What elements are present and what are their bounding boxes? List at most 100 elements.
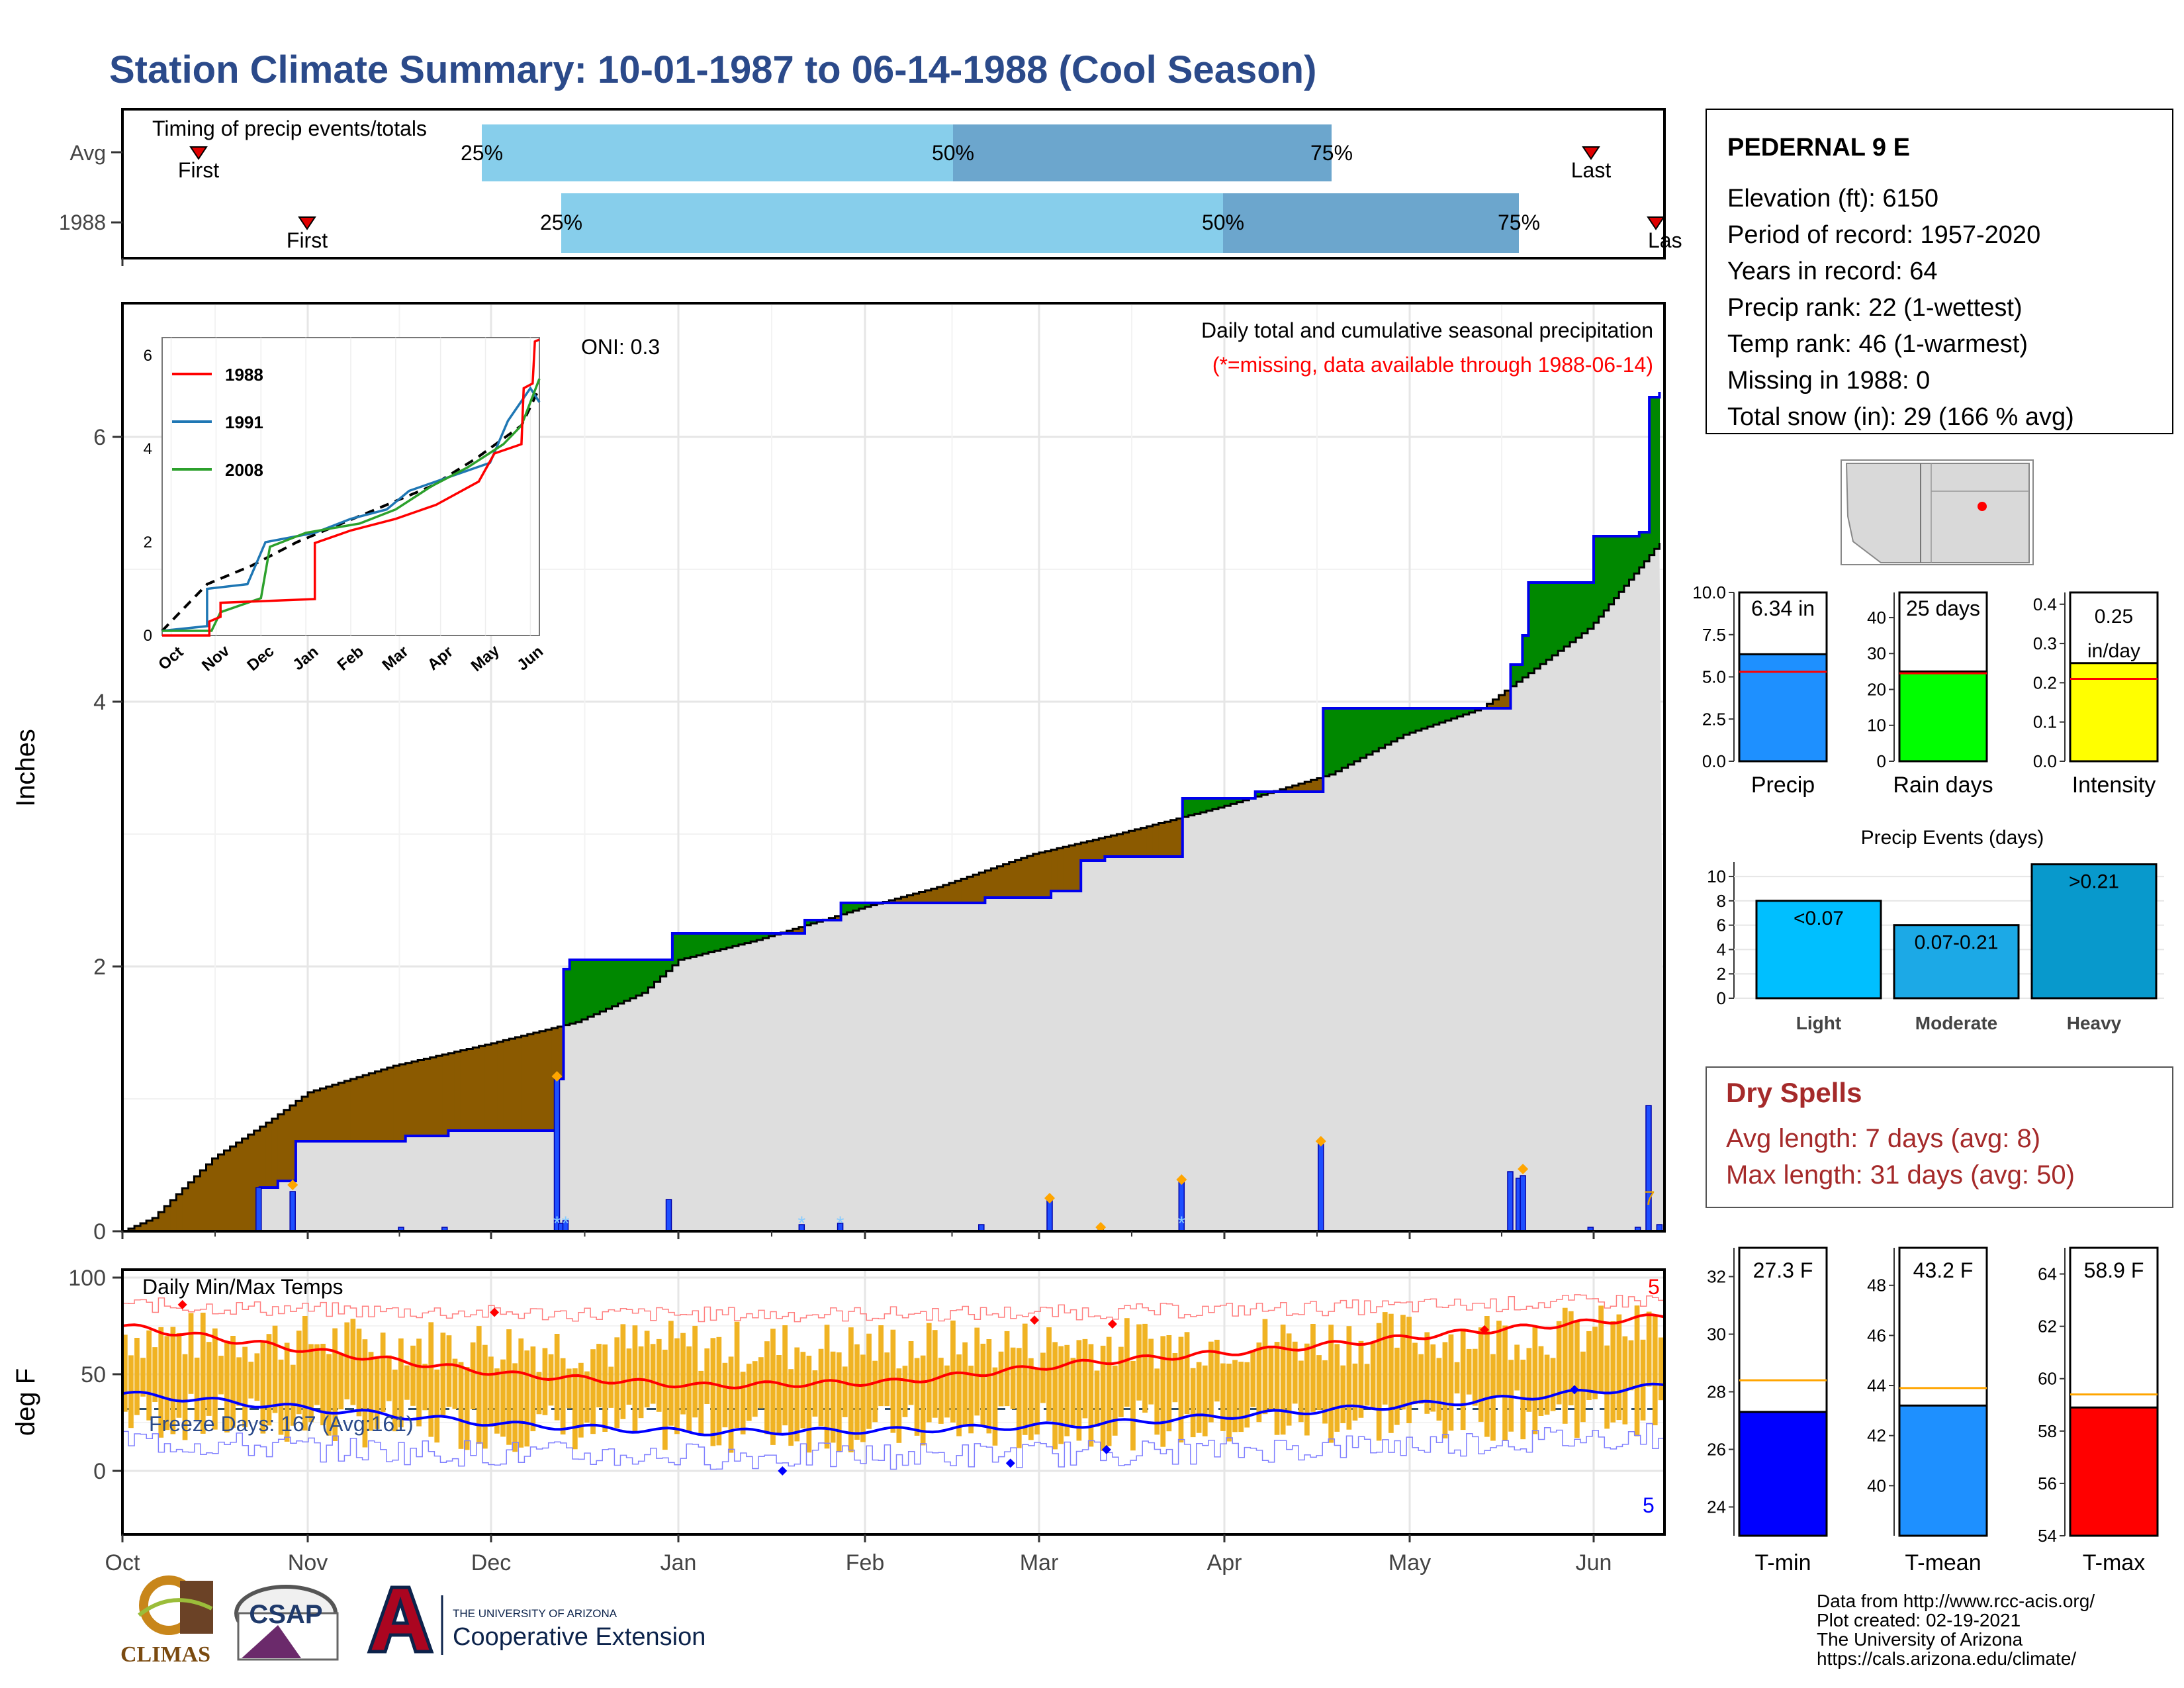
daily-temp-range-bar bbox=[458, 1362, 464, 1449]
events-title: Precip Events (days) bbox=[1861, 827, 2044, 849]
above-average-segment bbox=[1366, 708, 1373, 755]
daily-temp-range-bar bbox=[1142, 1323, 1148, 1413]
mini-bar-value bbox=[1898, 670, 1988, 763]
below-average-segment bbox=[1498, 695, 1506, 708]
temp-x-tick-label: Apr bbox=[1207, 1550, 1242, 1575]
below-average-segment bbox=[907, 895, 914, 903]
above-average-segment bbox=[630, 960, 637, 998]
above-average-segment bbox=[1588, 583, 1594, 629]
daily-temp-range-bar bbox=[338, 1354, 344, 1410]
snow-marker: * bbox=[837, 1213, 844, 1235]
below-average-segment bbox=[533, 1033, 540, 1131]
precip-y-tick-4: 4 bbox=[93, 690, 106, 715]
daily-temp-range-bar bbox=[944, 1365, 950, 1418]
daily-temp-range-bar bbox=[602, 1344, 608, 1432]
daily-temp-range-bar bbox=[908, 1341, 914, 1405]
below-average-segment bbox=[320, 1088, 327, 1141]
temp-summary-category-label: T-mean bbox=[1905, 1550, 1981, 1575]
timing-row-1988: 1988 bbox=[59, 211, 106, 234]
below-average-segment bbox=[164, 1206, 171, 1231]
below-average-segment bbox=[381, 1069, 388, 1141]
temp-x-tick-label: Jun bbox=[1576, 1550, 1612, 1575]
daily-temp-range-bar bbox=[242, 1346, 248, 1428]
mini-bar-tick-label: 0.3 bbox=[2033, 633, 2057, 653]
dry-max-length: Max length: 31 days (avg: 50) bbox=[1726, 1160, 2075, 1190]
timing-1988-bar-early bbox=[561, 193, 1223, 253]
record-low-marker bbox=[1570, 1385, 1580, 1395]
daily-temp-range-bar bbox=[1214, 1339, 1220, 1402]
below-average-segment bbox=[430, 1057, 437, 1137]
above-average-segment bbox=[1385, 708, 1392, 745]
temp-summary-value-label: 43.2 F bbox=[1913, 1258, 1974, 1282]
above-average-segment bbox=[1212, 798, 1219, 810]
daily-temp-range-bar bbox=[1430, 1344, 1436, 1412]
daily-precip-marker bbox=[1044, 1193, 1056, 1203]
above-average-segment bbox=[1629, 536, 1635, 580]
below-average-segment bbox=[405, 1062, 412, 1137]
daily-temp-range-bar bbox=[1202, 1365, 1208, 1436]
above-average-segment bbox=[1469, 708, 1476, 713]
daily-temp-range-bar bbox=[1322, 1360, 1328, 1424]
below-average-segment bbox=[1492, 699, 1500, 708]
daily-temp-range-bar bbox=[506, 1329, 512, 1445]
snow-marker: * bbox=[553, 1213, 561, 1235]
above-average-segment bbox=[581, 960, 588, 1019]
above-average-segment bbox=[865, 903, 872, 907]
temp-summary-tick-label: 44 bbox=[1867, 1376, 1886, 1395]
mini-bar-value bbox=[1738, 653, 1828, 763]
daily-temp-range-bar bbox=[1100, 1345, 1106, 1451]
daily-precip-bar bbox=[289, 1191, 296, 1232]
daily-temp-range-bar bbox=[248, 1362, 254, 1399]
temp-summary-value-label: 58.9 F bbox=[2084, 1258, 2144, 1282]
daily-temp-range-bar bbox=[146, 1330, 152, 1421]
record-high-marker bbox=[490, 1307, 500, 1317]
avg-p50: 50% bbox=[932, 141, 974, 165]
daily-temp-range-bar bbox=[1196, 1362, 1202, 1433]
above-average-segment bbox=[732, 933, 739, 947]
daily-temp-range-bar bbox=[578, 1362, 584, 1438]
below-average-segment bbox=[363, 1075, 370, 1141]
above-average-segment bbox=[1230, 798, 1238, 804]
below-average-segment bbox=[1026, 856, 1034, 898]
daily-temp-range-bar bbox=[1466, 1348, 1472, 1395]
above-average-segment bbox=[1224, 798, 1232, 806]
above-average-segment bbox=[575, 960, 582, 1022]
daily-temp-range-bar bbox=[1172, 1353, 1178, 1403]
y88-first-marker-icon bbox=[298, 216, 316, 230]
mini-bar-category-label: Rain days bbox=[1893, 773, 1993, 798]
daily-temp-range-bar bbox=[392, 1370, 398, 1432]
temp-x-tick-label: Dec bbox=[471, 1550, 511, 1575]
below-average-segment bbox=[448, 1053, 455, 1131]
daily-temp-range-bar bbox=[1334, 1344, 1340, 1432]
average-cumulative-line bbox=[122, 543, 1661, 1233]
below-average-segment bbox=[1087, 841, 1094, 861]
daily-temp-range-bar bbox=[1574, 1321, 1580, 1438]
station-years: Years in record: 64 bbox=[1727, 258, 1938, 285]
above-average-segment bbox=[563, 969, 570, 1025]
daily-temp-range-bar bbox=[1346, 1326, 1352, 1430]
above-average-segment bbox=[1582, 583, 1588, 633]
daily-temp-range-bar bbox=[902, 1366, 908, 1417]
inset-legend-2008: 2008 bbox=[225, 460, 263, 480]
record-low-marker bbox=[1101, 1444, 1111, 1454]
season-totals-bars: 0.0 2.5 5.0 7.5 10.0 6.34 in Precip 0 10 20 30 40 25… bbox=[1692, 583, 2159, 798]
temp-summary-tick-label: 48 bbox=[1867, 1276, 1886, 1295]
above-average-segment bbox=[1594, 536, 1600, 623]
mini-bar-tick-label: 10.0 bbox=[1692, 583, 1726, 602]
below-average-segment bbox=[919, 892, 926, 903]
daily-temp-range-bar bbox=[404, 1365, 410, 1400]
temp-summary-value-label: 27.3 F bbox=[1753, 1258, 1813, 1282]
events-tick-label: 10 bbox=[1707, 867, 1726, 886]
events-tick-label: 2 bbox=[1717, 964, 1726, 984]
daily-temp-range-bar bbox=[266, 1334, 272, 1426]
csap-logo-text: CSAP bbox=[249, 1600, 322, 1629]
above-average-segment bbox=[726, 933, 733, 948]
daily-temp-range-bar bbox=[284, 1342, 290, 1442]
event-bar bbox=[2030, 863, 2158, 1000]
avg-last-label: Last bbox=[1571, 158, 1612, 182]
below-average-segment bbox=[509, 1039, 516, 1131]
daily-temp-range-bar bbox=[662, 1349, 668, 1450]
mini-bar-tick-label: 7.5 bbox=[1702, 625, 1726, 645]
daily-precip-bar bbox=[553, 1078, 561, 1232]
above-average-segment bbox=[1410, 708, 1416, 733]
